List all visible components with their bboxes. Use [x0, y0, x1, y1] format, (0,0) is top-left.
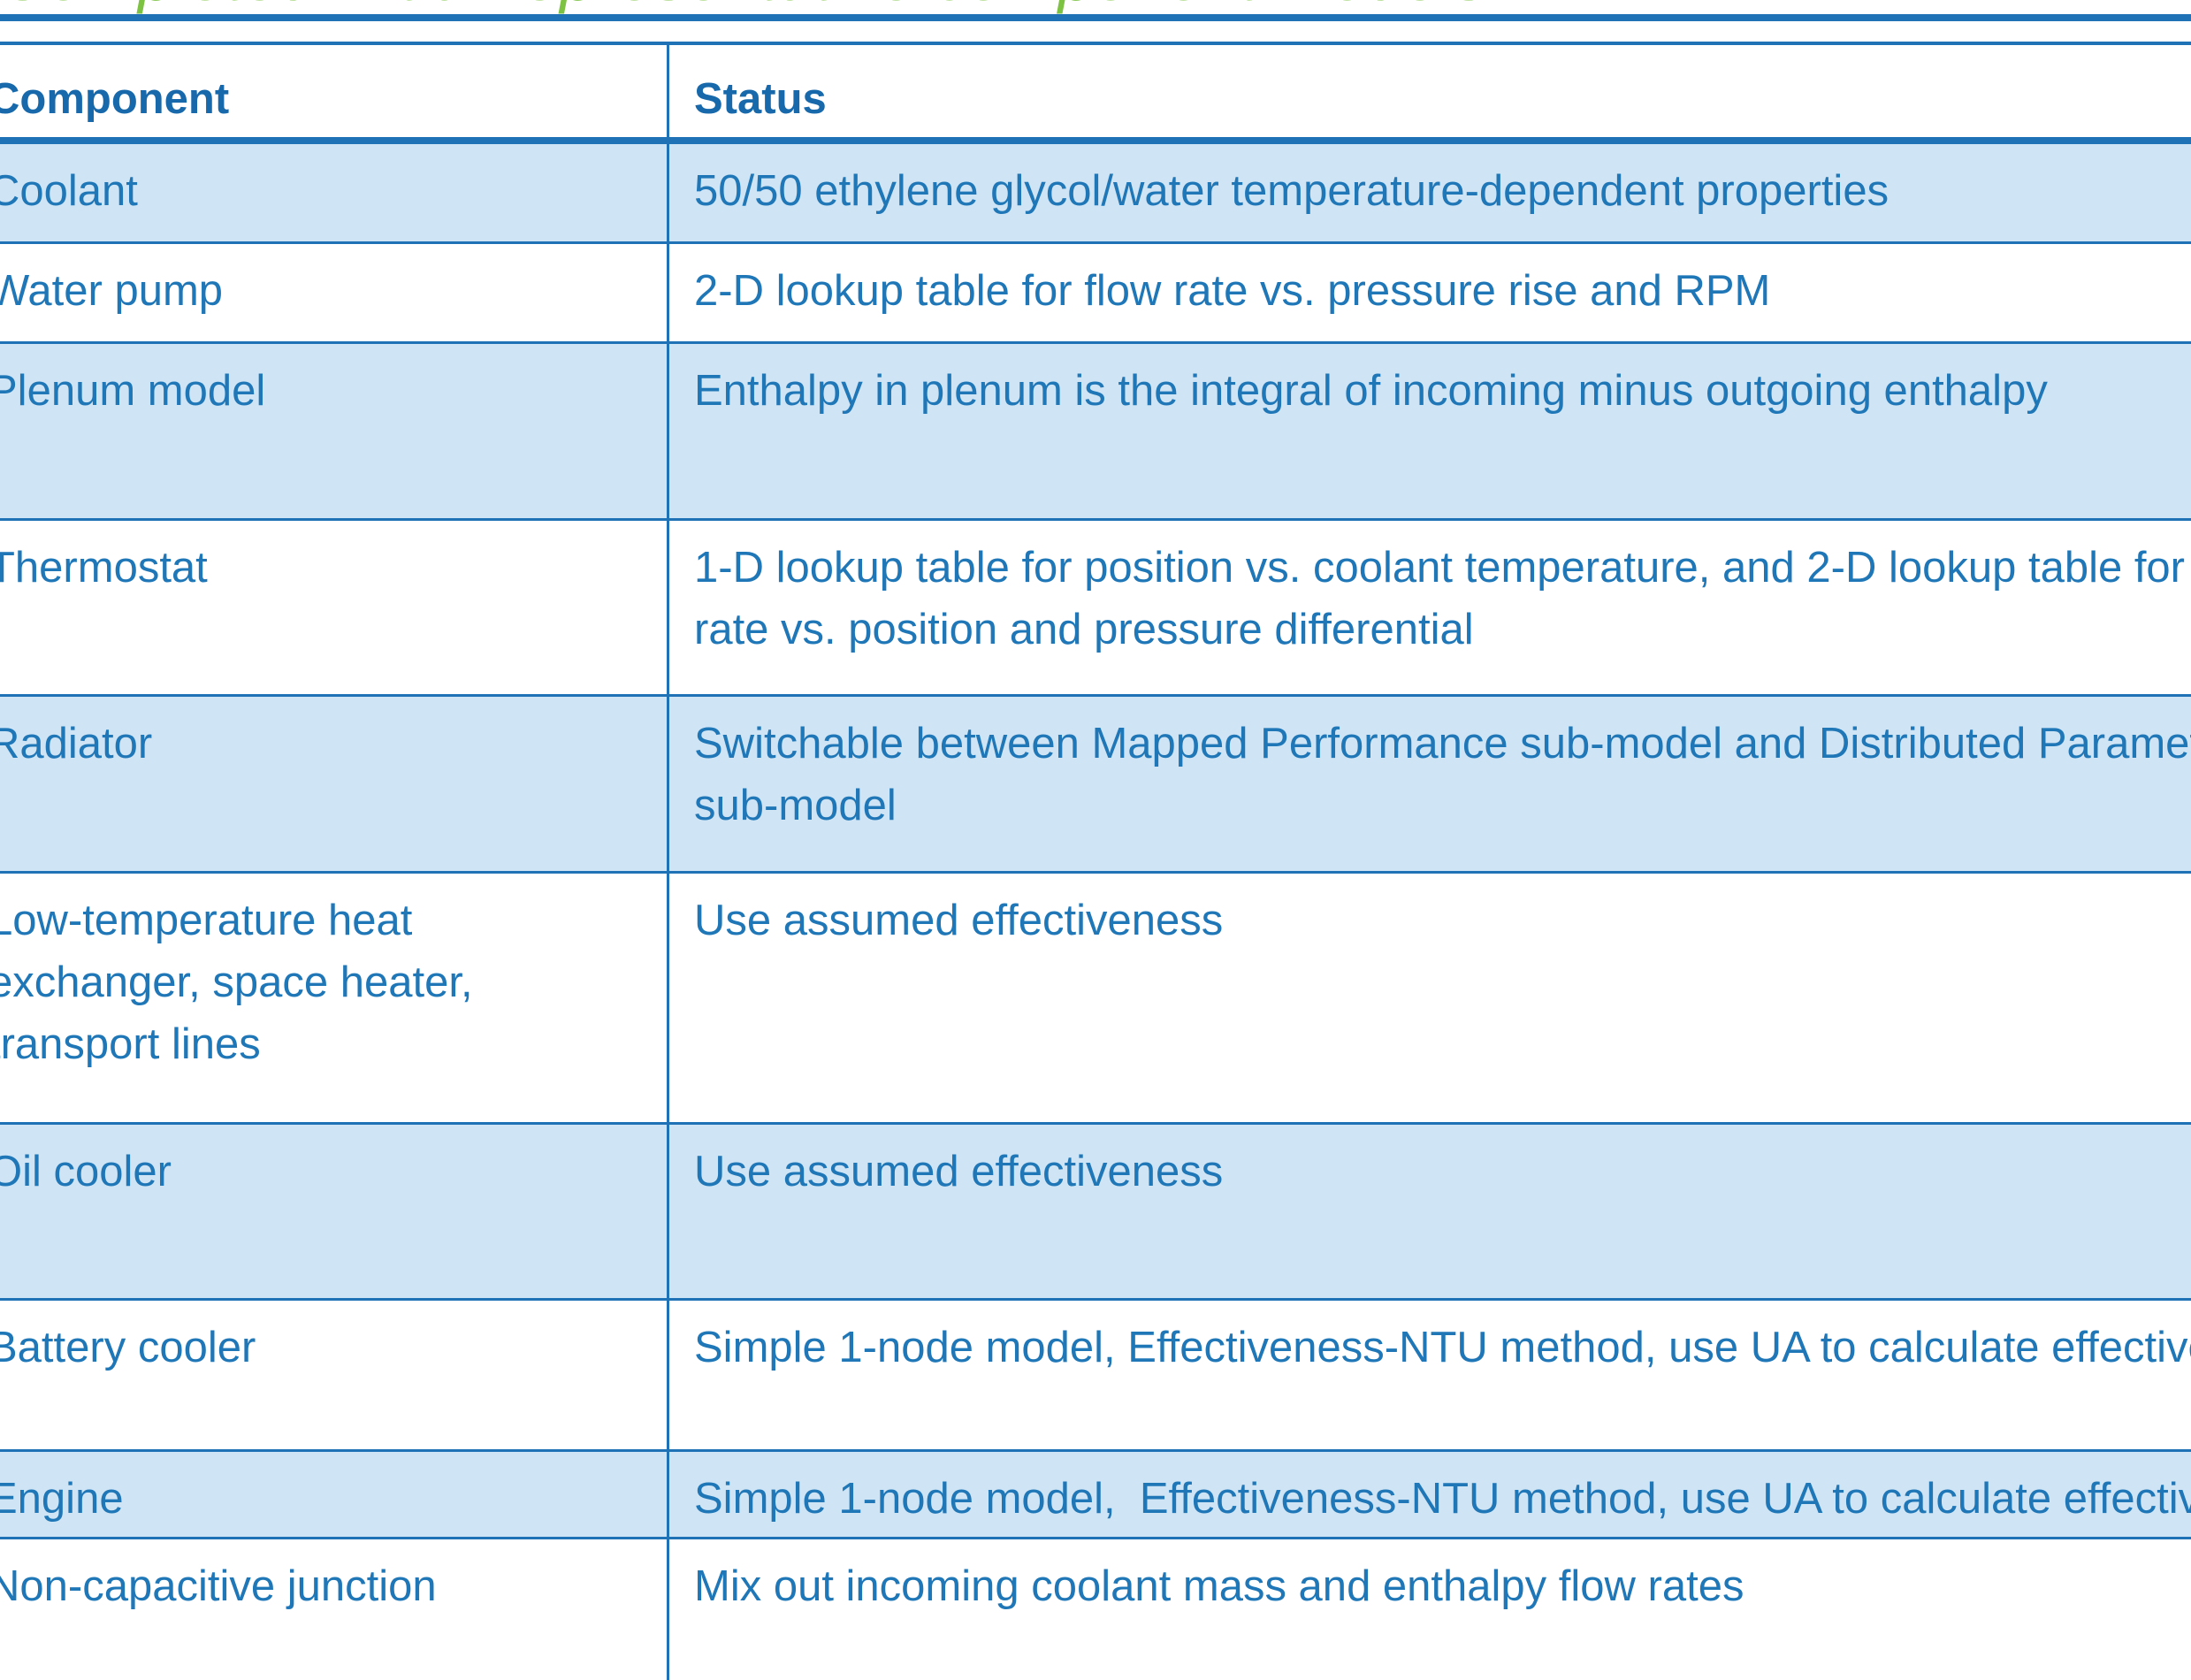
title-rule	[0, 14, 2191, 21]
table-row: Non-capacitive junction Mix out incoming …	[0, 1537, 2191, 1680]
status-cell: Enthalpy in plenum is the integral of in…	[694, 360, 2048, 422]
table-row: Oil cooler Use assumed effectiveness	[0, 1122, 2191, 1298]
status-cell: Switchable between Mapped Performance su…	[694, 713, 2191, 836]
component-cell: Battery cooler	[0, 1317, 256, 1378]
cell-text: Use assumed effectiveness	[694, 1148, 1224, 1195]
status-cell: Use assumed effectiveness	[694, 890, 1223, 951]
status-cell: Mix out incoming coolant mass and enthal…	[694, 1555, 1744, 1617]
cell-text: 50/50 ethylene glycol/water temperature-…	[694, 167, 1889, 215]
cell-text: Switchable between Mapped Performance su…	[694, 720, 2191, 767]
cell-text: Thermostat	[0, 544, 208, 592]
status-cell: Simple 1-node model, Effectiveness-NTU m…	[694, 1317, 2191, 1378]
cell-text: 2-D lookup table for flow rate vs. press…	[694, 267, 1771, 315]
component-cell: Radiator	[0, 713, 152, 775]
cell-text: Mix out incoming coolant mass and enthal…	[694, 1562, 1744, 1610]
cell-text: Low-temperature heat	[0, 897, 413, 944]
table-row: Coolant 50/50 ethylene glycol/water tempe…	[0, 141, 2191, 241]
cell-text: Radiator	[0, 720, 153, 767]
status-cell: 2-D lookup table for flow rate vs. press…	[694, 260, 1770, 322]
cell-text: 1-D lookup table for position vs. coolan…	[694, 544, 2191, 592]
cell-text: Simple 1-node model, Effectiveness-NTU m…	[694, 1475, 2191, 1523]
cell-text: Plenum model	[0, 367, 266, 415]
component-cell: Non-capacitive junction	[0, 1555, 437, 1617]
table-row: Battery cooler Simple 1-node model, Effec…	[0, 1298, 2191, 1449]
cell-text: Oil cooler	[0, 1148, 172, 1195]
table-row: Plenum model Enthalpy in plenum is the in…	[0, 341, 2191, 518]
cell-text: sub-model	[694, 782, 897, 829]
status-cell: 50/50 ethylene glycol/water temperature-…	[694, 160, 1889, 222]
cell-text: Water pump	[0, 267, 224, 315]
cell-text: exchanger, space heater,	[0, 958, 473, 1006]
cell-text: Coolant	[0, 167, 138, 215]
component-table: Component Status Coolant 50/50 ethylene gly…	[0, 42, 2191, 1680]
cell-text: transport lines	[0, 1020, 261, 1068]
component-cell: Low-temperature heat exchanger, space hea…	[0, 890, 473, 1075]
component-cell: Plenum model	[0, 360, 265, 422]
column-divider	[667, 42, 669, 1680]
table-row: Water pump 2-D lookup table for flow rate…	[0, 241, 2191, 341]
component-cell: Engine	[0, 1468, 124, 1530]
header-cell: Status	[694, 75, 827, 123]
cell-text: Simple 1-node model, Effectiveness-NTU m…	[694, 1324, 2191, 1371]
table-row: Engine Simple 1-node model, Effectiveness…	[0, 1449, 2191, 1537]
component-cell: Water pump	[0, 260, 223, 322]
cell-text: Use assumed effectiveness	[694, 897, 1224, 944]
cell-text: Non-capacitive junction	[0, 1562, 437, 1610]
table-row: Radiator Switchable between Mapped Perfor…	[0, 694, 2191, 871]
component-cell: Oil cooler	[0, 1141, 172, 1203]
cell-text: rate vs. position and pressure different…	[694, 606, 1474, 653]
header-cell: Component	[0, 75, 230, 123]
component-cell: Coolant	[0, 160, 138, 222]
cell-text: Battery cooler	[0, 1324, 256, 1371]
cell-text: Engine	[0, 1475, 124, 1523]
header-row: Component Status	[0, 42, 2191, 141]
table-row: Thermostat 1-D lookup table for position …	[0, 518, 2191, 694]
table-row: Low-temperature heat exchanger, space hea…	[0, 871, 2191, 1122]
cell-text: Enthalpy in plenum is the integral of in…	[694, 367, 2048, 415]
component-cell: Thermostat	[0, 537, 208, 599]
status-cell: Simple 1-node model, Effectiveness-NTU m…	[694, 1468, 2191, 1530]
status-cell: 1-D lookup table for position vs. coolan…	[694, 537, 2191, 661]
status-cell: Use assumed effectiveness	[694, 1141, 1223, 1203]
slide-title: Completed initial representative compone…	[0, 0, 1487, 11]
